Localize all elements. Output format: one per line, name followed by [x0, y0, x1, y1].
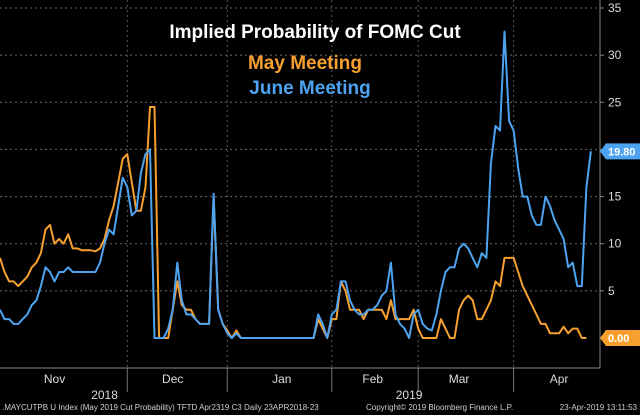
- x-tick-label: Dec: [162, 372, 183, 386]
- x-tick-label: Mar: [449, 372, 470, 386]
- y-tick-label: 25: [608, 95, 622, 109]
- year-label: 2019: [396, 388, 423, 402]
- series-line-june-meeting: [0, 30, 592, 339]
- legend-may-meeting: May Meeting: [248, 53, 362, 74]
- footer-index-info: .MAYCUTPB U Index (May 2019 Cut Probabil…: [2, 403, 319, 412]
- x-tick-label: Apr: [550, 372, 569, 386]
- y-tick-label: 15: [608, 190, 622, 204]
- axis-frame: [0, 0, 601, 369]
- y-tick-label: 30: [608, 48, 622, 62]
- x-tick-label: Feb: [362, 372, 383, 386]
- badge-shape: [600, 330, 640, 346]
- year-label: 2018: [91, 388, 118, 402]
- legend-june-meeting: June Meeting: [249, 78, 370, 99]
- last-value-badge-june-meeting: 19.80: [600, 143, 640, 160]
- series-lines: [0, 30, 592, 339]
- badge-shape: [600, 143, 640, 160]
- badge-value: 0.00: [608, 333, 629, 345]
- chart-title: Implied Probability of FOMC Cut: [169, 22, 461, 43]
- x-tick-labels: Nov Dec Jan Feb Mar Apr 2018 2019: [44, 372, 569, 402]
- x-tick-label: Nov: [44, 372, 65, 386]
- y-tick-label: 10: [608, 237, 622, 251]
- y-tick-label: 35: [608, 1, 622, 15]
- last-value-badges: 0.00 19.80: [600, 143, 640, 346]
- footer-timestamp: 23-Apr-2019 13:11:53: [560, 403, 638, 412]
- y-tick-label: 5: [608, 284, 615, 298]
- grid-lines: [0, 0, 600, 392]
- footer-copyright: Copyright© 2019 Bloomberg Finance L.P.: [366, 403, 513, 412]
- x-tick-label: Jan: [272, 372, 291, 386]
- badge-value: 19.80: [608, 146, 636, 158]
- last-value-badge-may-meeting: 0.00: [600, 330, 640, 346]
